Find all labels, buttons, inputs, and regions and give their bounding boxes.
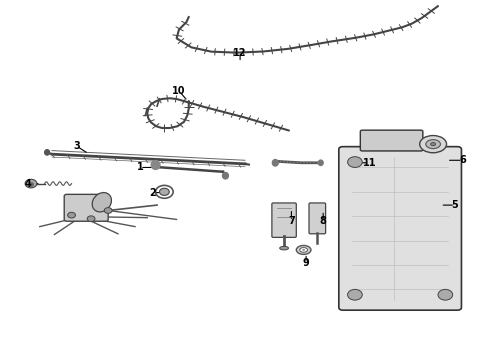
Ellipse shape: [426, 140, 441, 149]
Text: 11: 11: [363, 158, 376, 168]
Circle shape: [25, 179, 37, 188]
Text: 10: 10: [172, 86, 186, 96]
FancyBboxPatch shape: [360, 130, 423, 151]
Text: 9: 9: [303, 258, 310, 268]
Circle shape: [438, 289, 453, 300]
Ellipse shape: [296, 246, 311, 255]
Text: 1: 1: [137, 162, 143, 172]
Ellipse shape: [92, 193, 111, 212]
Ellipse shape: [419, 135, 446, 153]
Ellipse shape: [300, 248, 308, 252]
FancyBboxPatch shape: [339, 147, 462, 310]
Circle shape: [68, 212, 75, 218]
Circle shape: [347, 157, 362, 167]
Ellipse shape: [45, 150, 49, 155]
Text: 7: 7: [288, 216, 295, 226]
Circle shape: [347, 289, 362, 300]
Ellipse shape: [272, 159, 278, 166]
Text: 5: 5: [452, 200, 459, 210]
Ellipse shape: [302, 249, 305, 251]
Text: 4: 4: [24, 179, 31, 189]
Text: 6: 6: [459, 155, 466, 165]
Ellipse shape: [318, 160, 323, 166]
Ellipse shape: [151, 161, 160, 170]
Ellipse shape: [280, 246, 289, 250]
Circle shape: [104, 208, 112, 213]
Ellipse shape: [222, 172, 228, 179]
Circle shape: [87, 216, 95, 222]
Circle shape: [159, 188, 169, 195]
FancyBboxPatch shape: [272, 203, 296, 237]
Ellipse shape: [431, 143, 436, 146]
Text: 12: 12: [233, 48, 247, 58]
FancyBboxPatch shape: [64, 194, 108, 221]
FancyBboxPatch shape: [309, 203, 326, 234]
Text: 2: 2: [149, 188, 155, 198]
Text: 8: 8: [320, 216, 327, 226]
Text: 3: 3: [73, 141, 80, 151]
